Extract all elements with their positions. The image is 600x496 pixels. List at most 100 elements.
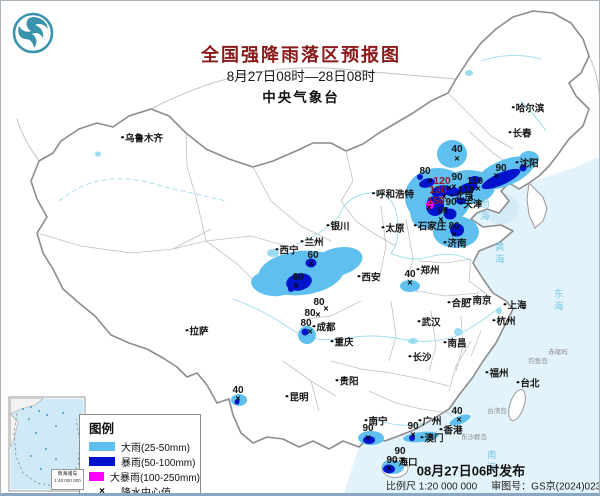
precip-center-marker: × <box>407 277 413 288</box>
precip-center-marker: × <box>438 214 444 225</box>
city-label: 合肥 <box>447 299 470 309</box>
precip-value: 40 <box>232 385 244 396</box>
precip-value: 90 <box>437 206 449 217</box>
precip-center-marker: × <box>235 393 241 404</box>
city-label: 成都 <box>312 323 335 333</box>
island-label: 东沙群岛 <box>461 433 487 441</box>
precip-center-marker: × <box>456 414 462 425</box>
precip-center-marker: × <box>410 429 416 440</box>
precip-center-marker: × <box>315 309 321 320</box>
sea-label: 黄海 <box>492 241 504 267</box>
precip-value: 40 <box>451 406 463 417</box>
inset-label-box: 南海诸岛 1:40 000 000 <box>51 469 84 490</box>
legend-item-label: 大雨(25-50mm) <box>121 443 190 454</box>
precip-value: 90 <box>394 446 406 457</box>
city-label: 银川 <box>326 222 349 232</box>
city-label: 重庆 <box>330 338 353 348</box>
precip-value: 90 <box>495 163 507 174</box>
city-label: 香港 <box>439 426 462 436</box>
precip-value: 80 <box>448 221 460 232</box>
city-label: 南宁 <box>364 417 387 427</box>
city-label: 北京 <box>450 192 473 202</box>
city-label: 昆明 <box>285 393 308 403</box>
legend-swatch <box>89 457 115 466</box>
precip-value: 90 <box>362 423 374 434</box>
precip-center-marker: × <box>446 182 452 193</box>
precip-value: 90 <box>451 172 463 183</box>
precip-value: 40 <box>451 144 463 155</box>
legend-item: 暴雨(50-100mm) <box>89 454 200 469</box>
legend-item-label: 暴雨(50-100mm) <box>121 458 196 469</box>
map-scale-line: 比例尺 1:20 000 000 审图号：GS京(2024)0236号 <box>386 478 599 493</box>
legend-item: 大雨(25-50mm) <box>89 439 200 454</box>
precip-value: 80 <box>419 166 431 177</box>
precip-center-marker: × <box>400 454 406 465</box>
city-label: 乌鲁木齐 <box>121 134 163 144</box>
inset-scale: 1:40 000 000 <box>54 478 81 483</box>
precip-center-marker: × <box>386 463 392 474</box>
city-label: 郑州 <box>416 266 439 276</box>
heavy-rainstorm-areas <box>426 200 434 210</box>
legend-rows: 大雨(25-50mm) 暴雨(50-100mm) 大暴雨(100-250mm) × 降水… <box>89 439 200 496</box>
precip-value: 80 <box>313 297 325 308</box>
page-title: 全国强降雨落区预报图 <box>201 45 401 65</box>
issue-time: 08月27日06时发布 <box>416 463 526 479</box>
sea-label: 渤海 <box>477 198 489 224</box>
precip-value: 120 <box>433 174 451 187</box>
rainstorm-areas <box>234 164 527 474</box>
city-label: 上海 <box>503 301 526 311</box>
city-label: 杭州 <box>492 317 515 327</box>
legend-marker-row: × 降水中心值 <box>89 484 200 496</box>
city-label: 广州 <box>418 417 441 427</box>
precip-center-marker: × <box>308 258 314 269</box>
precip-center-marker: × <box>475 183 481 194</box>
precip-value: 90 <box>407 421 419 432</box>
legend-marker-label: 降水中心值 <box>121 488 171 496</box>
scale-label: 比例尺 1:20 000 000 <box>386 481 478 493</box>
precip-value: 90 <box>445 197 457 208</box>
city-label: 武汉 <box>417 318 440 328</box>
island-label: 赤尾屿 <box>548 348 568 356</box>
legend-swatch <box>89 442 115 451</box>
city-label: 澳门 <box>420 434 443 444</box>
city-label: 南京 <box>468 296 491 306</box>
city-label: 台北 <box>516 379 539 389</box>
city-label: 济南 <box>443 239 466 249</box>
precip-center-marker: × <box>293 280 299 291</box>
precip-value: 80 <box>304 308 316 319</box>
precip-center-marker: × <box>307 326 313 337</box>
legend-item-label: 大暴雨(100-250mm) <box>109 473 200 484</box>
sea-area <box>344 156 599 493</box>
precip-value: 40 <box>404 269 416 280</box>
legend-box: 图例 大雨(25-50mm) 暴雨(50-100mm) 大暴雨(100-250mm)… <box>79 414 201 496</box>
precip-center-marker: × <box>443 204 449 215</box>
precip-center-marker: × <box>493 170 499 181</box>
sea-label: 东海 <box>551 288 563 314</box>
precip-center-marker-icon: × <box>99 486 105 496</box>
precip-center-marker: × <box>365 432 371 443</box>
forecast-period: 8月27日08时—28日08时 <box>226 69 376 84</box>
precip-center-marker: × <box>468 192 474 203</box>
precip-value: 130 <box>429 183 447 196</box>
precip-center-marker: × <box>427 175 433 186</box>
city-label: 福州 <box>485 369 508 379</box>
city-label: 海口 <box>394 458 417 468</box>
island-label: 台湾岛 <box>487 407 507 415</box>
city-label: 太原 <box>381 224 404 234</box>
city-label: 南昌 <box>443 339 466 349</box>
precip-center-marker: × <box>441 191 447 202</box>
legend-item: 大暴雨(100-250mm) <box>89 469 200 484</box>
precip-center-marker: × <box>426 202 432 213</box>
agency-name: 中央气象台 <box>262 90 340 105</box>
precip-value: 60 <box>292 272 304 283</box>
city-label: 兰州 <box>300 238 323 248</box>
island-label: 钓鱼岛 <box>528 357 548 365</box>
precip-value: 90 <box>386 455 398 466</box>
city-label: 拉萨 <box>185 327 208 337</box>
precip-center-marker: × <box>323 303 329 314</box>
approval-number: 审图号：GS京(2024)0236号 <box>491 481 599 493</box>
cma-logo-icon <box>12 12 54 54</box>
precip-value: 60 <box>307 250 319 261</box>
precip-center-marker: × <box>451 181 457 192</box>
